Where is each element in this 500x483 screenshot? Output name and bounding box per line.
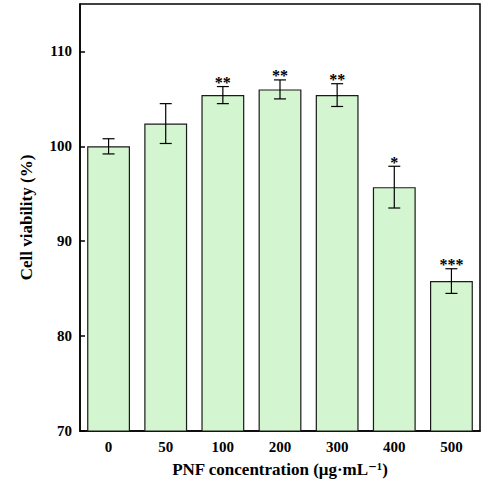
svg-text:110: 110 [50,43,72,59]
svg-text:**: ** [215,74,231,91]
svg-text:*: * [390,154,398,171]
svg-text:200: 200 [269,439,292,455]
svg-text:100: 100 [212,439,235,455]
svg-text:90: 90 [57,233,72,249]
svg-text:500: 500 [440,439,463,455]
svg-text:PNF concentration (μg·mL⁻¹): PNF concentration (μg·mL⁻¹) [172,460,388,479]
svg-text:**: ** [272,67,288,84]
svg-text:70: 70 [57,423,72,439]
svg-text:80: 80 [57,328,72,344]
svg-text:400: 400 [383,439,406,455]
svg-text:50: 50 [158,439,173,455]
svg-text:100: 100 [50,138,73,154]
svg-text:Cell viability (%): Cell viability (%) [17,155,36,281]
svg-text:***: *** [439,256,463,273]
svg-text:300: 300 [326,439,349,455]
svg-text:0: 0 [105,439,113,455]
svg-text:**: ** [329,71,345,88]
